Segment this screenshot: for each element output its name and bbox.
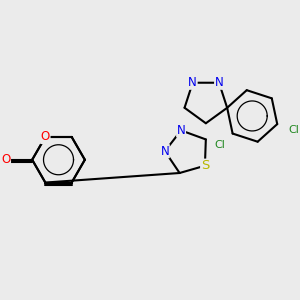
Text: Cl: Cl — [289, 124, 299, 134]
Text: O: O — [41, 130, 50, 143]
Text: N: N — [160, 145, 169, 158]
Text: Cl: Cl — [214, 140, 225, 150]
Text: N: N — [188, 76, 197, 89]
Text: S: S — [201, 159, 209, 172]
Text: N: N — [177, 124, 185, 137]
Text: N: N — [215, 76, 224, 89]
Text: O: O — [1, 153, 10, 166]
